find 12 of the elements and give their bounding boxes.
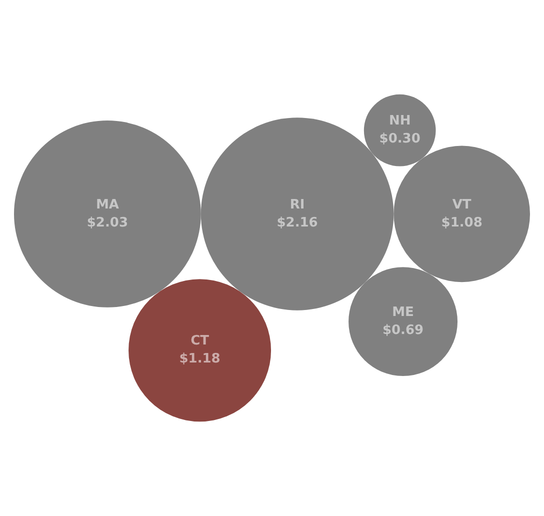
category-label: NH	[388, 114, 411, 129]
category-label: RI	[290, 197, 305, 212]
data-label: $1.08	[441, 215, 482, 230]
data-label: $2.16	[276, 215, 318, 230]
data-label: $0.69	[382, 322, 424, 338]
category-label: ME	[392, 304, 414, 320]
data-label: $2.03	[86, 215, 128, 230]
data-label: $0.30	[379, 132, 420, 147]
category-label: CT	[190, 334, 210, 349]
data-label: $1.18	[179, 352, 220, 367]
category-label: VT	[452, 197, 472, 212]
category-label: MA	[96, 197, 119, 212]
